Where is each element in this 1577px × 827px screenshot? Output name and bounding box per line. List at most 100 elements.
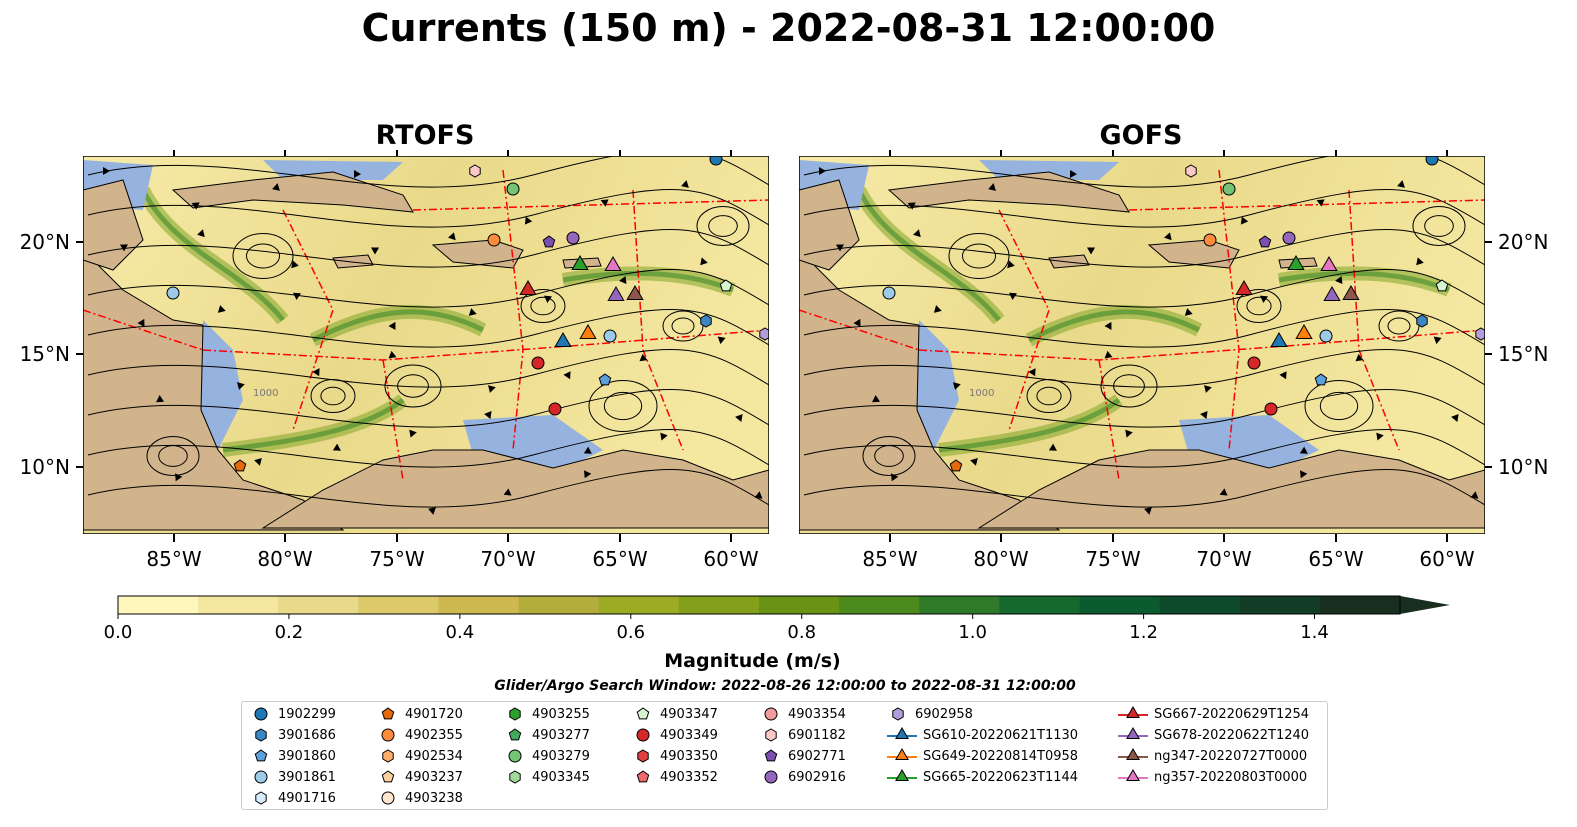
map-panel-rtofs: 1000 xyxy=(83,156,769,534)
float-marker xyxy=(1323,286,1341,301)
flow-arrow xyxy=(835,244,845,252)
flow-arrow xyxy=(1219,488,1228,496)
flow-arrow xyxy=(103,167,110,175)
float-marker xyxy=(1342,285,1360,300)
circle-marker-icon xyxy=(381,728,395,742)
streamline xyxy=(87,469,769,508)
streamline xyxy=(803,309,1485,348)
legend-label: 4901720 xyxy=(405,706,463,722)
current-core xyxy=(1278,270,1450,293)
float-marker xyxy=(626,285,644,300)
float-marker xyxy=(603,329,617,343)
legend: 1902299 3901686 3901860 3901861 4901716 49017… xyxy=(241,701,1328,810)
eddy-streamline xyxy=(948,233,1010,279)
flow-arrow xyxy=(353,170,361,178)
colorbar-tick-label: 1.4 xyxy=(1300,622,1329,643)
lon-tick-label: 80°W xyxy=(973,547,1028,571)
streamline xyxy=(87,389,769,428)
flow-arrow xyxy=(1279,371,1287,380)
flow-arrow xyxy=(1048,443,1057,451)
eddy-streamline xyxy=(862,436,916,476)
flow-arrow xyxy=(1260,295,1268,303)
colorbar-segment xyxy=(598,596,680,614)
triangle-marker-icon xyxy=(1118,727,1148,739)
lon-tick-label: 60°W xyxy=(1419,547,1474,571)
colorbar-segment xyxy=(1239,596,1321,614)
legend-label: 3901860 xyxy=(278,748,336,764)
legend-entry: 4903238 xyxy=(377,788,463,808)
float-marker xyxy=(531,356,545,370)
colorbar-segment xyxy=(358,596,439,614)
lat-tick-label-left: 20°N xyxy=(20,230,70,254)
hexagon-marker-icon xyxy=(765,728,777,742)
colorbar-segment xyxy=(1159,596,1241,614)
float-marker xyxy=(548,402,562,416)
hexagon-marker-icon xyxy=(637,749,649,763)
flow-arrow xyxy=(891,473,899,482)
legend-entry: 4903237 xyxy=(377,767,463,787)
float-marker xyxy=(1435,279,1449,292)
legend-label: 4903237 xyxy=(405,769,463,785)
eez-boundary xyxy=(1128,199,1485,211)
flow-arrow xyxy=(1144,507,1152,515)
legend-entry: 6902771 xyxy=(760,746,846,766)
flow-arrow xyxy=(933,305,942,313)
flow-arrow xyxy=(819,167,826,175)
float-marker xyxy=(519,280,537,295)
lat-tick-label-right: 15°N xyxy=(1498,342,1548,366)
flow-arrow xyxy=(448,232,456,241)
landmass xyxy=(83,179,144,271)
float-marker xyxy=(233,459,247,472)
figure-title: Currents (150 m) - 2022-08-31 12:00:00 xyxy=(361,6,1216,50)
flow-arrow xyxy=(254,457,262,466)
colorbar-segment xyxy=(678,596,760,614)
lon-tick-label: 75°W xyxy=(369,547,424,571)
flow-arrow xyxy=(236,382,245,390)
float-marker xyxy=(1475,327,1485,341)
flow-arrow xyxy=(137,318,145,327)
eddy-streamline xyxy=(1424,215,1454,237)
legend-entry: 3901860 xyxy=(250,746,336,766)
flow-arrow xyxy=(1240,216,1249,225)
streamline xyxy=(803,389,1485,428)
float-marker xyxy=(554,332,572,347)
legend-entry: 4901716 xyxy=(250,788,336,808)
flow-arrow xyxy=(952,382,961,390)
pentagon-marker-icon xyxy=(381,707,395,720)
eddy-streamline xyxy=(1246,296,1272,316)
streamline xyxy=(87,189,769,228)
streamline xyxy=(803,269,1485,308)
legend-label: 1902299 xyxy=(278,706,336,722)
map-figure: 1000 1000 85°W 80°W 75°W 70°W 65°W 60°W 85°W 80… xyxy=(20,150,1548,571)
flow-arrow xyxy=(1009,292,1017,300)
flow-arrow xyxy=(660,432,668,441)
circle-marker-icon xyxy=(381,791,395,805)
flow-arrow xyxy=(1335,276,1343,284)
eddy-streamline xyxy=(246,243,280,269)
legend-label: 3901861 xyxy=(278,769,336,785)
flow-arrow xyxy=(1069,170,1077,178)
flow-arrow xyxy=(388,321,396,330)
float-marker xyxy=(759,327,769,341)
streamline xyxy=(87,309,769,348)
eddy-streamline xyxy=(962,243,996,269)
flow-arrow xyxy=(853,318,861,327)
contour-label: 1000 xyxy=(969,388,994,399)
float-marker xyxy=(598,373,612,386)
flow-arrow xyxy=(332,443,341,451)
colorbar-frame xyxy=(117,595,1401,615)
flow-arrow xyxy=(1200,411,1208,419)
flow-arrow xyxy=(970,457,978,466)
legend-label: 6902916 xyxy=(788,769,846,785)
flow-arrow xyxy=(913,229,921,238)
legend-label: SG678-20220622T1240 xyxy=(1154,727,1310,743)
lat-tick-label-right: 20°N xyxy=(1498,230,1548,254)
flow-arrow xyxy=(1007,260,1015,269)
colorbar-segment xyxy=(1079,596,1161,614)
float-marker xyxy=(1264,402,1278,416)
legend-entry: 4903255 xyxy=(504,704,590,724)
float-marker xyxy=(579,324,597,339)
map-panel-gofs: 1000 xyxy=(799,156,1485,534)
flow-arrow xyxy=(1104,321,1112,330)
flow-arrow xyxy=(717,336,726,345)
